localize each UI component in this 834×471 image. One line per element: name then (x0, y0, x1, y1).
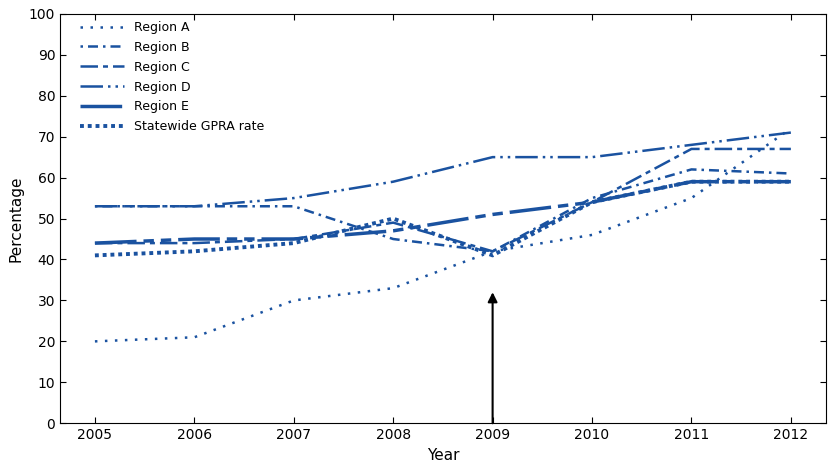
Legend: Region A, Region B, Region C, Region D, Region E, Statewide GPRA rate: Region A, Region B, Region C, Region D, … (75, 16, 269, 138)
X-axis label: Year: Year (427, 447, 460, 463)
Y-axis label: Percentage: Percentage (8, 175, 23, 262)
